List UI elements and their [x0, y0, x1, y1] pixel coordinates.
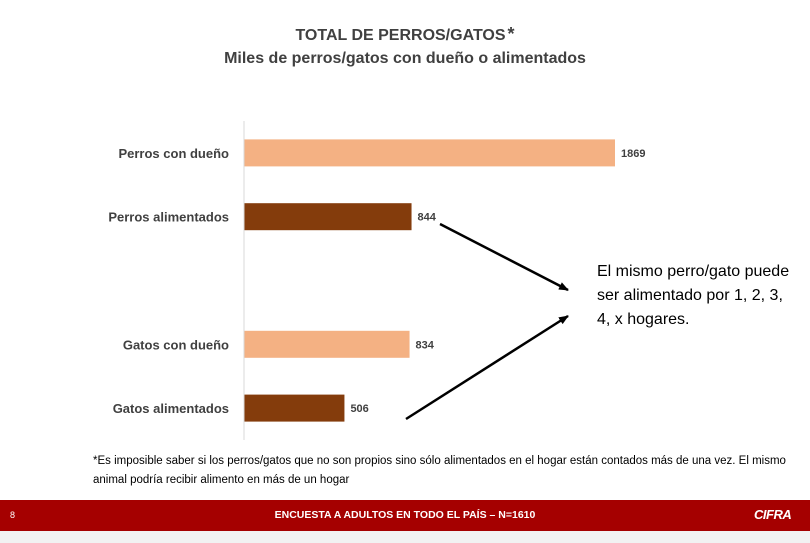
value-label: 506 [350, 403, 368, 415]
bar-0 [244, 139, 615, 167]
arrow-from-gatos [405, 314, 569, 421]
page-number: 8 [10, 510, 16, 520]
category-label: Gatos con dueño [123, 337, 229, 352]
footnote: *Es imposible saber si los perros/gatos … [93, 455, 786, 486]
bar-1 [244, 203, 412, 231]
category-label: Gatos alimentados [113, 401, 229, 416]
footer-text: ENCUESTA A ADULTOS EN TODO EL PAÍS – N=1… [274, 509, 536, 521]
cifra-logo: CIFRA [754, 506, 796, 526]
bars-group: Perros con dueño 1869 Perros alimentados 84… [108, 139, 645, 422]
chart-subtitle: Miles de perros/gatos con dueño o alimen… [224, 50, 586, 67]
bar-4 [244, 394, 345, 422]
footer-bar: 8 ENCUESTA A ADULTOS EN TODO EL PAÍS – N… [0, 500, 810, 531]
logo-text: CIFRA [754, 507, 792, 522]
title-asterisk: * [507, 24, 515, 44]
bottom-strip [0, 531, 810, 543]
value-label: 834 [416, 339, 435, 351]
category-label: Perros alimentados [108, 210, 229, 225]
annotation-text: El mismo perro/gato puede ser alimentado… [597, 263, 790, 328]
chart-title: TOTAL DE PERROS/GATOS * [0, 24, 810, 48]
arrow-from-perros [439, 222, 569, 292]
value-label: 1869 [621, 148, 645, 160]
chart-title-text: TOTAL DE PERROS/GATOS [295, 27, 506, 44]
category-label: Perros con dueño [118, 146, 229, 161]
value-label: 844 [418, 212, 437, 224]
bar-chart: Perros con dueño 1869 Perros alimentados 84… [108, 121, 645, 440]
bar-3 [244, 330, 410, 358]
